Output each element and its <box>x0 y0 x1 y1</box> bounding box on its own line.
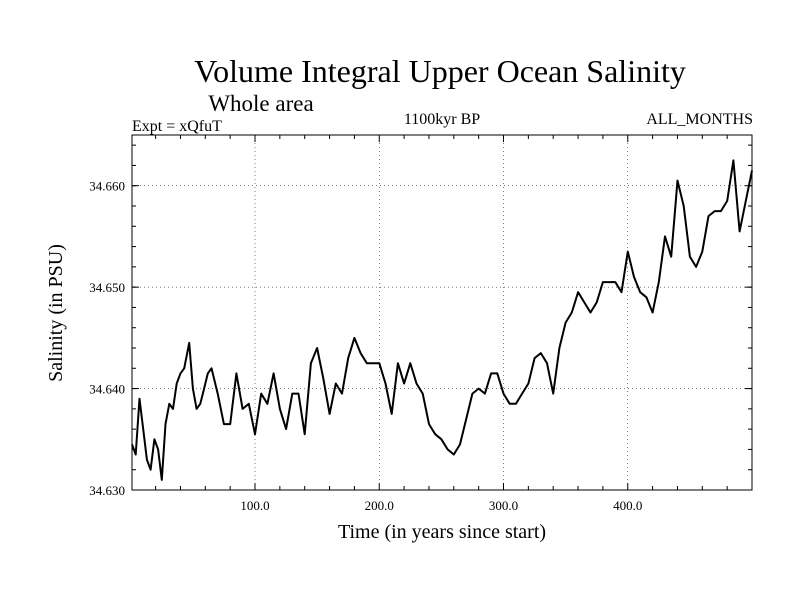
period-label: 1100kyr BP <box>404 111 480 128</box>
x-tick-label: 400.0 <box>613 498 642 513</box>
plot-area <box>131 134 753 491</box>
experiment-label: Expt = xQfuT <box>132 118 222 135</box>
y-axis-label: Salinity (in PSU) <box>45 244 67 382</box>
axis-ticks <box>132 135 752 491</box>
months-label: ALL_MONTHS <box>646 111 753 128</box>
grid-lines <box>132 135 752 490</box>
salinity-series-line <box>131 159 753 481</box>
x-axis-label: Time (in years since start) <box>338 521 546 543</box>
chart-title: Volume Integral Upper Ocean Salinity <box>194 53 686 89</box>
x-tick-label: 200.0 <box>365 498 394 513</box>
y-tick-label: 34.650 <box>89 280 125 295</box>
y-tick-label: 34.640 <box>89 382 125 397</box>
y-tick-label: 34.630 <box>89 483 125 498</box>
y-tick-labels: 34.630 34.640 34.650 34.660 <box>89 179 125 498</box>
y-tick-label: 34.660 <box>89 179 125 194</box>
x-tick-labels: 100.0 200.0 300.0 400.0 <box>240 498 642 513</box>
plot-frame <box>131 134 753 491</box>
x-tick-label: 300.0 <box>489 498 518 513</box>
chart-subtitle: Whole area <box>208 91 313 116</box>
x-tick-label: 100.0 <box>240 498 269 513</box>
